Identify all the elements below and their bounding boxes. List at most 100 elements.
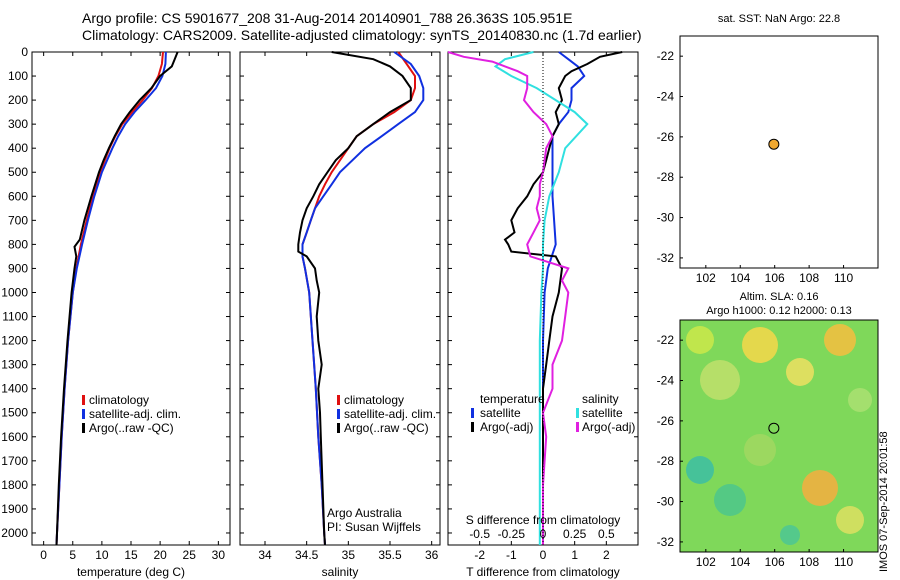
- x-tick-label: 5: [69, 548, 76, 562]
- map-bottom-frame: [679, 319, 879, 553]
- sla-blob: [700, 360, 740, 400]
- legend-sal-swatch: [337, 409, 340, 419]
- y-tick-label: 1900: [1, 502, 28, 516]
- map-lon-label: 102: [696, 555, 716, 569]
- legend-sal-label: climatology: [344, 393, 404, 407]
- x2-tick-label: -0.5: [469, 527, 490, 541]
- series-line-3-1: [542, 51, 586, 545]
- y-tick-label: 800: [8, 237, 28, 251]
- map-lat-label: -22: [657, 333, 675, 347]
- legend-diff-swatch: [471, 422, 474, 432]
- map-lat-label: -32: [657, 535, 675, 549]
- legend-diff-swatch: [576, 408, 579, 418]
- x-tick-label: 2: [603, 548, 610, 562]
- series-line-2-2: [301, 51, 425, 546]
- map-lat-label: -22: [657, 49, 675, 63]
- map-lon-label: 108: [799, 555, 819, 569]
- x-axis-label: T difference from climatology: [466, 565, 620, 579]
- x-tick-label: 35.5: [378, 548, 402, 562]
- series-line-1-3: [55, 51, 179, 546]
- sla-blob: [836, 506, 864, 534]
- x-tick-label: 10: [95, 548, 109, 562]
- x-tick-label: 0: [40, 548, 47, 562]
- y-tick-label: 200: [8, 93, 28, 107]
- y-tick-label: 300: [8, 117, 28, 131]
- x-tick-label: 25: [183, 548, 197, 562]
- map-lon-label: 110: [834, 555, 853, 569]
- x-tick-label: 34.5: [295, 548, 319, 562]
- x-tick-label: -2: [474, 548, 485, 562]
- sla-blob: [742, 327, 778, 363]
- y-tick-label: 100: [8, 69, 28, 83]
- map-lat-label: -26: [657, 130, 675, 144]
- y-tick-label: 500: [8, 165, 28, 179]
- legend-diff-swatch: [576, 422, 579, 432]
- legend-sal-swatch: [337, 395, 340, 405]
- y-tick-label: 600: [8, 189, 28, 203]
- map-lon-label: 102: [696, 271, 716, 285]
- plot-title-line2: Climatology: CARS2009. Satellite-adjuste…: [82, 27, 642, 43]
- sla-blob: [714, 484, 746, 516]
- float-marker: [768, 138, 780, 150]
- y-tick-label: 2000: [1, 526, 28, 540]
- map-bottom-title2: Argo h1000: 0.12 h2000: 0.13: [706, 305, 852, 317]
- legend-sal-label: Argo(..raw -QC): [344, 421, 429, 435]
- legend-sal-label: satellite-adj. clim.: [344, 407, 436, 421]
- sla-blob: [744, 434, 776, 466]
- legend-temp-label: satellite-adj. clim.: [89, 407, 181, 421]
- y-tick-label: 1000: [1, 285, 28, 299]
- map-lat-label: -32: [657, 251, 675, 265]
- map-top-frame: [679, 35, 879, 269]
- x2-tick-label: 0: [540, 527, 547, 541]
- legend-temp-swatch: [82, 423, 85, 433]
- map-lon-label: 104: [730, 555, 750, 569]
- legend-temp-swatch: [82, 395, 85, 405]
- x2-tick-label: 0.5: [598, 527, 615, 541]
- x-tick-label: -1: [506, 548, 517, 562]
- map-lat-label: -24: [657, 90, 675, 104]
- y-tick-label: 1700: [1, 454, 28, 468]
- x-tick-label: 1: [571, 548, 578, 562]
- sla-blob: [848, 388, 872, 412]
- legend-diff-label: Argo(-adj): [480, 420, 533, 434]
- legend-diff-label: satellite: [582, 406, 623, 420]
- y-tick-label: 1200: [1, 334, 28, 348]
- sla-blob: [780, 525, 800, 545]
- x-tick-label: 36: [425, 548, 439, 562]
- legend-sal-swatch: [337, 423, 340, 433]
- float-marker: [768, 422, 780, 434]
- map-lon-label: 106: [765, 555, 785, 569]
- map-lat-label: -26: [657, 414, 675, 428]
- series-line-3-3: [493, 51, 589, 545]
- y-tick-label: 1400: [1, 382, 28, 396]
- y-tick-label: 1800: [1, 478, 28, 492]
- map-lon-label: 104: [730, 271, 750, 285]
- plot-title-line1: Argo profile: CS 5901677_208 31-Aug-2014…: [82, 10, 573, 26]
- x-tick-label: 34: [258, 548, 272, 562]
- map-bottom-title1: Altim. SLA: 0.16: [740, 291, 819, 303]
- series-line-3-4: [447, 51, 570, 545]
- y-tick-label: 1300: [1, 358, 28, 372]
- sla-blob: [824, 324, 856, 356]
- map-lat-label: -28: [657, 170, 675, 184]
- map-lat-label: -30: [657, 211, 675, 225]
- credit-pi: PI: Susan Wijffels: [327, 520, 421, 534]
- x-tick-label: 0: [540, 548, 547, 562]
- sla-blob: [786, 358, 814, 386]
- y-tick-label: 1500: [1, 406, 28, 420]
- legend-diff-label: satellite: [480, 406, 521, 420]
- legend-diff-temperature: temperature: [480, 392, 545, 406]
- panel-frame: [31, 51, 231, 546]
- legend-diff-salinity: salinity: [582, 392, 619, 406]
- map-top-title: sat. SST: NaN Argo: 22.8: [718, 13, 840, 25]
- y-tick-label: 900: [8, 261, 28, 275]
- y-tick-label: 1600: [1, 430, 28, 444]
- legend-diff-swatch: [471, 408, 474, 418]
- sla-blob: [686, 326, 714, 354]
- sla-blob: [686, 456, 714, 484]
- y-tick-label: 400: [8, 141, 28, 155]
- x-tick-label: 20: [153, 548, 167, 562]
- legend-diff-label: Argo(-adj): [582, 420, 635, 434]
- x-axis-label: temperature (deg C): [77, 565, 185, 579]
- series-line-1-2: [55, 51, 167, 546]
